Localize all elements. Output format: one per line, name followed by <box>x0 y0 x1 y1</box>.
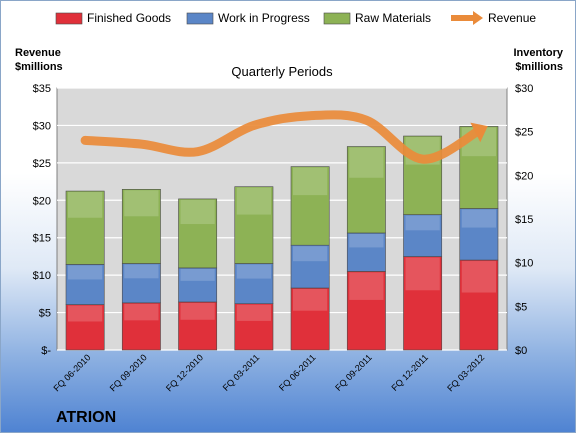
legend-label-raw-materials: Raw Materials <box>355 11 431 25</box>
bar-highlight <box>293 167 328 196</box>
bar-work-in-progress <box>65 264 105 305</box>
left-axis-title-line1: Revenue <box>15 47 61 59</box>
right-tick-label: $10 <box>515 258 533 270</box>
bar-highlight <box>124 190 159 217</box>
bar-highlight <box>236 264 271 279</box>
bar-highlight <box>293 288 328 311</box>
left-tick-label: $25 <box>33 158 51 170</box>
right-tick-label: $0 <box>515 345 527 357</box>
legend: Finished Goods Work in Progress Raw Materi… <box>55 11 536 25</box>
revenue-line <box>80 110 484 164</box>
bar-finished-goods <box>65 304 105 351</box>
chart-title: Quarterly Periods <box>231 64 333 79</box>
legend-swatch-finished-goods <box>55 12 83 25</box>
bar-finished-goods <box>234 303 274 351</box>
x-tick-label: FQ 03-2011 <box>221 352 262 393</box>
right-axis-title-line1: Inventory <box>513 47 563 59</box>
bar-raw-materials <box>121 189 161 264</box>
revenue-line-layer <box>80 110 488 164</box>
bar-work-in-progress <box>346 232 386 272</box>
left-tick-label: $35 <box>33 83 51 95</box>
bar-work-in-progress <box>121 263 161 304</box>
left-tick-label: $10 <box>33 270 51 282</box>
legend-swatch-work-in-progress <box>186 12 214 25</box>
bar-highlight <box>349 233 384 248</box>
bar-work-in-progress <box>234 263 274 305</box>
bar-work-in-progress <box>459 208 499 261</box>
right-tick-label: $25 <box>515 127 533 139</box>
bars <box>65 126 499 351</box>
bar-highlight <box>180 199 215 225</box>
legend-label-finished-goods: Finished Goods <box>87 11 171 25</box>
left-axis-title-line2: $millions <box>15 61 63 73</box>
revenue-line-arrowhead <box>470 122 488 143</box>
right-axis-title-line2: $millions <box>515 61 563 73</box>
legend-swatch-raw-materials <box>323 12 351 25</box>
x-tick-label: FQ 12-2011 <box>389 352 430 393</box>
bar-raw-materials <box>234 186 274 264</box>
bar-raw-materials <box>346 146 386 234</box>
left-tick-label: $5 <box>39 308 51 320</box>
bar-finished-goods <box>178 301 218 351</box>
x-tick-label: FQ 09-2010 <box>108 352 149 393</box>
bar-raw-materials <box>290 166 330 246</box>
bar-raw-materials <box>178 198 218 269</box>
bar-highlight <box>180 268 215 281</box>
bar-highlight <box>124 264 159 279</box>
bar-highlight <box>461 261 496 293</box>
bar-highlight <box>349 272 384 300</box>
legend-label-revenue: Revenue <box>488 11 536 25</box>
right-tick-label: $15 <box>515 214 533 226</box>
x-tick-label: FQ 06-2010 <box>52 352 93 393</box>
left-tick-label: $- <box>41 345 51 357</box>
x-tick-label: FQ 06-2011 <box>277 352 318 393</box>
legend-arrow-icon <box>473 11 483 25</box>
bar-raw-materials <box>65 190 105 265</box>
bar-highlight <box>236 304 271 321</box>
bar-finished-goods <box>403 256 443 351</box>
bar-highlight <box>180 302 215 320</box>
left-tick-label: $15 <box>33 233 51 245</box>
right-tick-label: $20 <box>515 170 533 182</box>
company-name: ATRION <box>56 409 116 426</box>
bar-raw-materials <box>403 135 443 215</box>
bar-highlight <box>349 147 384 178</box>
bar-highlight <box>405 215 440 231</box>
bar-highlight <box>68 265 103 280</box>
bar-finished-goods <box>346 271 386 351</box>
left-tick-label: $20 <box>33 195 51 207</box>
bar-finished-goods <box>290 287 330 351</box>
bar-highlight <box>124 303 159 321</box>
bar-highlight <box>461 209 496 228</box>
right-tick-label: $30 <box>515 83 533 95</box>
bar-highlight <box>68 192 103 218</box>
bar-highlight <box>293 246 328 262</box>
bar-work-in-progress <box>178 267 218 303</box>
x-tick-label: FQ 09-2011 <box>333 352 374 393</box>
right-tick-label: $5 <box>515 301 527 313</box>
bar-work-in-progress <box>290 244 330 289</box>
left-tick-label: $30 <box>33 120 51 132</box>
bar-highlight <box>236 187 271 215</box>
x-tick-label: FQ 12-2010 <box>164 352 205 393</box>
bar-finished-goods <box>459 259 499 351</box>
bar-highlight <box>68 305 103 322</box>
bar-highlight <box>405 257 440 291</box>
legend-label-work-in-progress: Work in Progress <box>218 11 310 25</box>
x-tick-label: FQ 03-2012 <box>445 352 486 393</box>
